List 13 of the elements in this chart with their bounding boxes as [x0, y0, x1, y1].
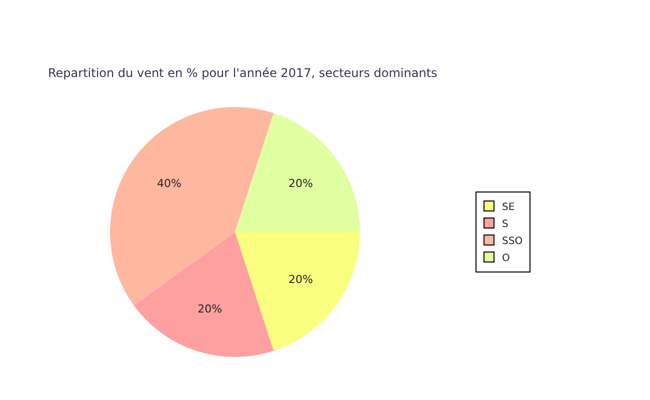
chart-title: Repartition du vent en % pour l'année 2017, secteurs dominants — [48, 66, 438, 80]
pie-slice — [134, 232, 274, 357]
legend-label: SE — [502, 202, 515, 213]
legend-label: S — [502, 219, 508, 230]
pie-slice — [235, 113, 360, 232]
data-label: 20% — [288, 177, 313, 190]
pie-slice — [110, 107, 274, 306]
data-label: 20% — [288, 272, 313, 286]
data-label: 40% — [157, 177, 182, 190]
legend-label: SSO — [502, 236, 523, 247]
pie-slice — [235, 232, 360, 351]
data-label: 20% — [198, 302, 222, 316]
legend-label: O — [502, 253, 510, 264]
